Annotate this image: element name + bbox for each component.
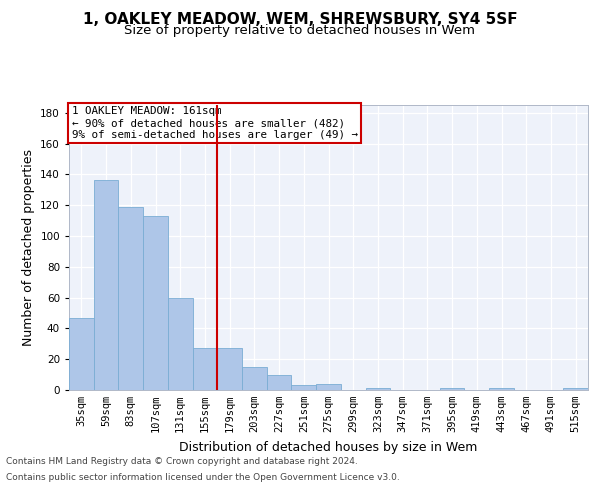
Bar [118,206,143,390]
Bar [143,216,168,390]
Text: Contains public sector information licensed under the Open Government Licence v3: Contains public sector information licen… [6,472,400,482]
Bar [365,388,390,390]
Y-axis label: Number of detached properties: Number of detached properties [22,149,35,346]
Bar [489,388,514,390]
Bar [316,384,341,390]
Bar [242,367,267,390]
Bar [440,388,464,390]
Bar [193,348,217,390]
Text: 1, OAKLEY MEADOW, WEM, SHREWSBURY, SY4 5SF: 1, OAKLEY MEADOW, WEM, SHREWSBURY, SY4 5… [83,12,517,28]
Bar [267,374,292,390]
Bar [168,298,193,390]
Bar [94,180,118,390]
Bar [217,348,242,390]
X-axis label: Distribution of detached houses by size in Wem: Distribution of detached houses by size … [179,440,478,454]
Text: 1 OAKLEY MEADOW: 161sqm
← 90% of detached houses are smaller (482)
9% of semi-de: 1 OAKLEY MEADOW: 161sqm ← 90% of detache… [71,106,358,140]
Bar [69,318,94,390]
Bar [292,386,316,390]
Text: Contains HM Land Registry data © Crown copyright and database right 2024.: Contains HM Land Registry data © Crown c… [6,458,358,466]
Bar [563,388,588,390]
Text: Size of property relative to detached houses in Wem: Size of property relative to detached ho… [125,24,476,37]
